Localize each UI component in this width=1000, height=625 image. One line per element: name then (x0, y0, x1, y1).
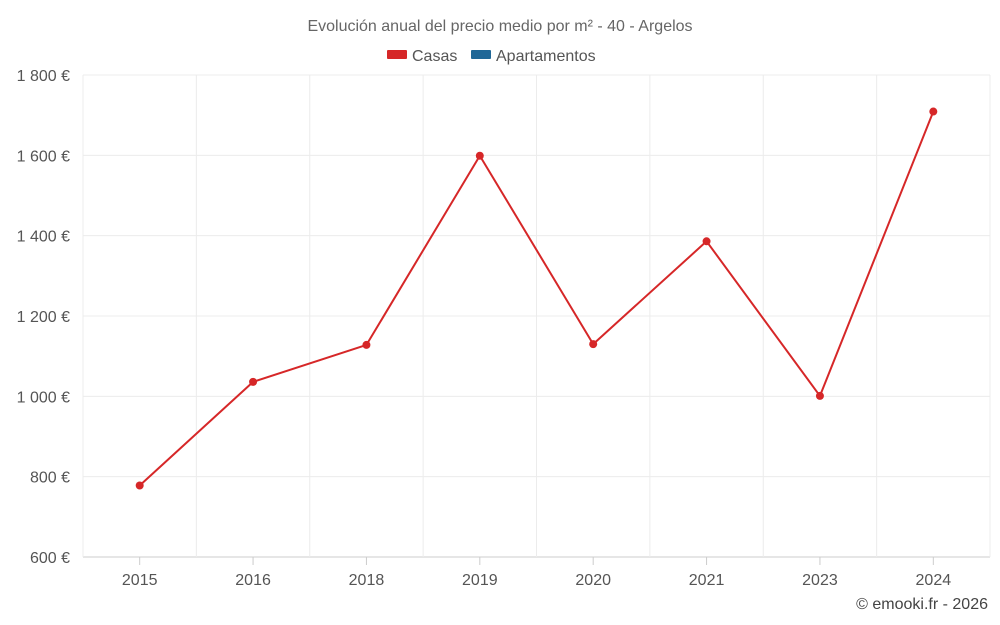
credit-text: © emooki.fr - 2026 (856, 596, 988, 613)
legend-swatch-apartamentos (471, 50, 491, 59)
x-tick-label-2023: 2023 (802, 572, 838, 589)
y-tick-label: 1 800 € (17, 68, 70, 85)
legend-label-casas: Casas (412, 48, 457, 65)
chart-title: Evolución anual del precio medio por m² … (307, 18, 692, 35)
x-tick-label-2019: 2019 (462, 572, 498, 589)
y-axis: 600 € 800 € 1 000 € 1 200 € 1 400 € 1 600 € 1 … (17, 68, 70, 567)
legend-swatch-casas (387, 50, 407, 59)
legend-item-casas[interactable]: Casas (387, 48, 457, 65)
x-tick-label-2020: 2020 (575, 572, 611, 589)
y-tick-label: 1 600 € (17, 148, 70, 165)
data-point-2020[interactable] (589, 340, 598, 349)
y-tick-label: 1 200 € (17, 309, 70, 326)
x-tick-label-2024: 2024 (916, 572, 952, 589)
x-tick-label-2021: 2021 (689, 572, 725, 589)
x-axis: 2015 2016 2018 2019 2020 2021 2023 2024 (122, 557, 951, 589)
series-casas (135, 107, 938, 490)
y-tick-label: 1 400 € (17, 229, 70, 246)
x-tick-label-2015: 2015 (122, 572, 158, 589)
x-tick-label-2018: 2018 (349, 572, 385, 589)
data-point-2021[interactable] (702, 237, 711, 246)
data-point-2015[interactable] (135, 481, 144, 490)
y-tick-label: 600 € (30, 550, 70, 567)
y-tick-label: 1 000 € (17, 389, 70, 406)
data-point-2018[interactable] (362, 340, 371, 349)
data-point-2023[interactable] (815, 391, 824, 400)
data-point-2019[interactable] (475, 151, 484, 160)
y-tick-label: 800 € (30, 470, 70, 487)
series-line-casas (139, 111, 935, 487)
grid (82, 74, 991, 558)
legend: Casas Apartamentos (387, 48, 596, 65)
x-tick-label-2016: 2016 (235, 572, 271, 589)
legend-item-apartamentos[interactable]: Apartamentos (471, 48, 596, 65)
data-point-2024[interactable] (929, 107, 938, 116)
data-point-2016[interactable] (249, 377, 258, 386)
legend-label-apartamentos: Apartamentos (496, 48, 596, 65)
